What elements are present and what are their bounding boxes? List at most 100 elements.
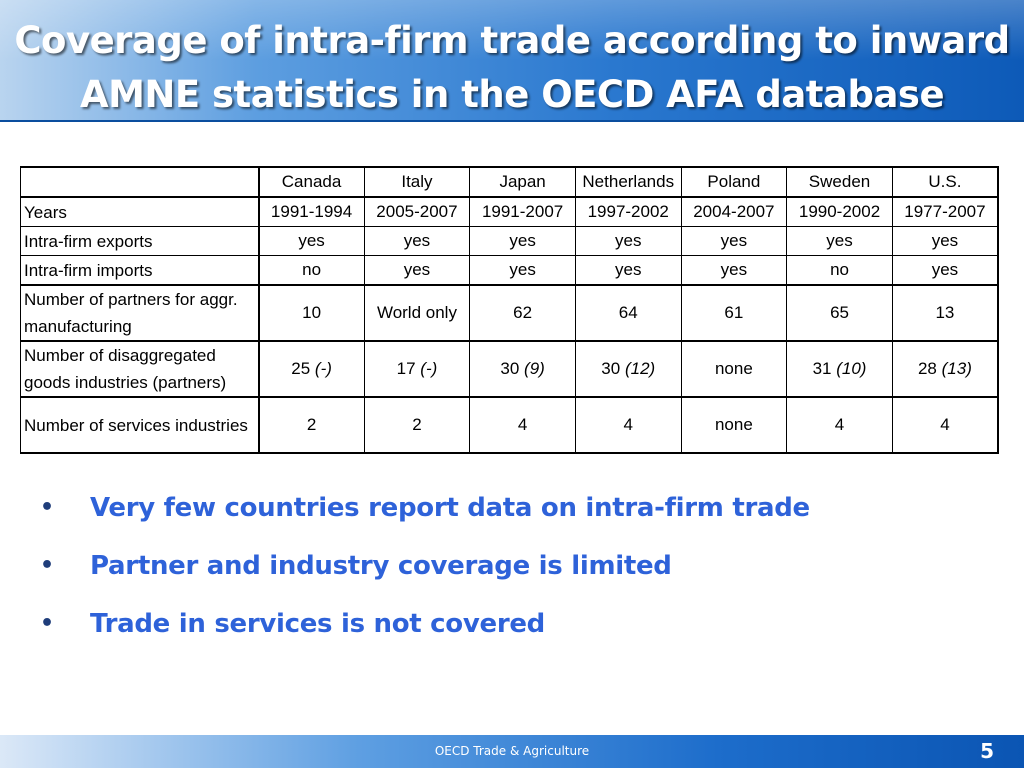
cell-value: yes (826, 231, 853, 250)
column-header: Sweden (786, 166, 893, 198)
row-label: Number of partners for aggr. manufacturi… (20, 284, 260, 342)
slide-title-line-1: Coverage of intra-firm trade according t… (14, 19, 1010, 62)
bullet-text: Very few countries report data on intra-… (90, 493, 810, 523)
slide-title: Coverage of intra-firm trade according t… (0, 14, 1024, 122)
cell-partners: (12) (624, 359, 656, 378)
table-cell: yes (680, 255, 788, 286)
column-header: Italy (363, 166, 471, 198)
column-header: Netherlands (574, 166, 682, 198)
footer-text: OECD Trade & Agriculture (434, 744, 590, 758)
table-cell: 13 (891, 284, 999, 342)
cell-value: 13 (935, 303, 955, 322)
cell-value: none (714, 359, 753, 378)
cell-value: no (830, 260, 849, 279)
cell-value: 1991-2007 (481, 202, 564, 221)
table-cell: yes (574, 226, 682, 256)
table-cell: 1997-2002 (574, 196, 682, 227)
table-cell: yes (680, 226, 788, 256)
cell-value: yes (615, 231, 642, 250)
cell-value: 4 (834, 415, 845, 434)
cell-value: yes (931, 260, 959, 279)
table-cell: no (258, 255, 365, 286)
cell-value: none (714, 415, 753, 434)
header-shine (0, 0, 1024, 60)
bullet-text: Trade in services is not covered (90, 609, 545, 639)
row-label: Intra-firm exports (20, 226, 260, 256)
table-cell: 64 (574, 284, 682, 342)
cell-value: 62 (513, 303, 533, 322)
page-number: 5 (980, 739, 994, 763)
slide-header: Coverage of intra-firm trade according t… (0, 0, 1024, 122)
table-cell: yes (469, 226, 576, 256)
cell-value: 1997-2002 (587, 202, 669, 221)
cell-value: yes (509, 231, 536, 250)
column-header: U.S. (891, 166, 999, 198)
cell-value: 64 (618, 303, 638, 322)
table-corner-cell (20, 166, 260, 198)
table-cell: 1991-2007 (469, 196, 576, 227)
table-cell: 65 (786, 284, 893, 342)
table-cell: no (786, 255, 893, 286)
cell-value: 2004-2007 (693, 202, 775, 221)
cell-value: yes (615, 260, 642, 279)
table-cell: 2005-2007 (363, 196, 471, 227)
table-cell: none (680, 340, 788, 398)
table-header-row: Canada Italy Japan Netherlands Poland Sw… (20, 166, 999, 198)
table-cell: yes (786, 226, 893, 256)
cell-value: 4 (517, 415, 528, 434)
cell-value: 30 (500, 359, 520, 378)
table-cell: 4 (469, 396, 576, 454)
table-cell: 4 (574, 396, 682, 454)
table-cell: yes (891, 255, 999, 286)
cell-value: 4 (940, 415, 950, 434)
table-row: Intra-firm exports yes yes yes yes yes yes yes (20, 226, 999, 256)
cell-value: 61 (724, 303, 744, 322)
table-cell: 30 (9) (469, 340, 576, 398)
cell-value: yes (720, 260, 748, 279)
bullet-dot-icon: • (40, 495, 55, 520)
cell-value: yes (403, 260, 431, 279)
cell-value: 1991-1994 (270, 202, 353, 221)
bullet-dot-icon: • (40, 553, 55, 578)
table-cell: 17 (-) (363, 340, 471, 398)
table-cell: 28 (13) (891, 340, 999, 398)
table-cell: yes (363, 226, 471, 256)
table-cell: 1990-2002 (786, 196, 893, 227)
cell-partners: (-) (314, 359, 332, 378)
bullet-item: • Very few countries report data on intr… (40, 486, 1000, 544)
cell-value: 31 (812, 359, 832, 378)
table-cell: 1991-1994 (258, 196, 365, 227)
row-label: Number of disaggregated goods industries… (20, 340, 260, 398)
column-header: Japan (469, 166, 576, 198)
table-cell: 4 (786, 396, 893, 454)
coverage-table: Canada Italy Japan Netherlands Poland Sw… (20, 166, 999, 454)
table-row: Number of disaggregated goods industries… (20, 340, 999, 398)
row-label: Number of services industries (20, 396, 260, 454)
table-cell: 30 (12) (574, 340, 682, 398)
cell-value: 2 (306, 415, 317, 434)
table-cell: 2004-2007 (680, 196, 788, 227)
cell-value: yes (403, 231, 431, 250)
table-cell: 61 (680, 284, 788, 342)
cell-partners: (13) (941, 359, 972, 378)
cell-value: yes (298, 231, 325, 250)
cell-value: 65 (830, 303, 849, 322)
table-row: Years 1991-1994 2005-2007 1991-2007 1997-200… (20, 196, 999, 227)
cell-value: 2005-2007 (376, 202, 458, 221)
slide-footer: OECD Trade & Agriculture 5 (0, 735, 1024, 768)
cell-partners: (-) (420, 359, 438, 378)
table-cell: 25 (-) (258, 340, 365, 398)
cell-value: 1990-2002 (798, 202, 881, 221)
cell-value: yes (931, 231, 959, 250)
table-cell: yes (469, 255, 576, 286)
table-row: Intra-firm imports no yes yes yes yes no yes (20, 255, 999, 286)
cell-value: 30 (601, 359, 621, 378)
cell-value: 10 (302, 303, 322, 322)
row-label: Years (20, 196, 260, 227)
bullet-item: • Partner and industry coverage is limit… (40, 544, 1000, 602)
table-cell: yes (258, 226, 365, 256)
column-header: Canada (258, 166, 365, 198)
column-header: Poland (680, 166, 788, 198)
slide-title-line-2: AMNE statistics in the OECD AFA database (79, 73, 945, 116)
cell-value: 4 (623, 415, 633, 434)
